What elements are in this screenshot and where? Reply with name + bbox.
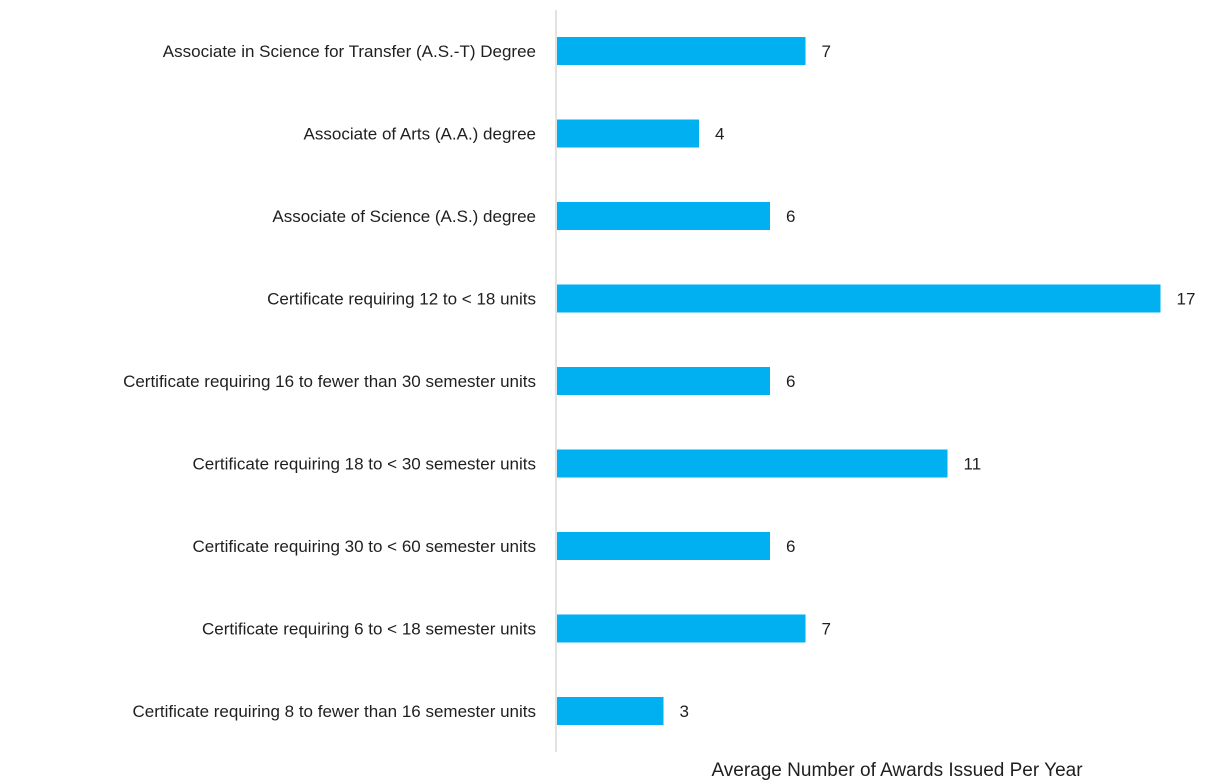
- bar: [557, 37, 806, 65]
- bar: [557, 697, 664, 725]
- data-label: 6: [786, 372, 795, 391]
- x-axis-title: Average Number of Awards Issued Per Year: [711, 760, 1083, 781]
- category-label: Certificate requiring 8 to fewer than 16…: [133, 702, 536, 721]
- category-label: Certificate requiring 6 to < 18 semester…: [202, 620, 536, 639]
- data-label: 7: [822, 620, 831, 639]
- value-labels-group: 7 4 6 17 6 11 6 7 3: [680, 42, 1196, 721]
- category-label: Certificate requiring 18 to < 30 semeste…: [193, 455, 536, 474]
- bar: [557, 614, 806, 643]
- category-label: Associate of Arts (A.A.) degree: [304, 125, 536, 144]
- data-label: 17: [1177, 290, 1196, 309]
- data-label: 7: [822, 42, 831, 61]
- category-label: Certificate requiring 30 to < 60 semeste…: [193, 537, 536, 556]
- category-label: Certificate requiring 12 to < 18 units: [267, 290, 536, 309]
- bars-group: [557, 37, 1161, 725]
- category-label: Associate of Science (A.S.) degree: [272, 207, 536, 226]
- data-label: 11: [964, 455, 982, 474]
- bar: [557, 367, 770, 395]
- data-label: 6: [786, 537, 795, 556]
- bar: [557, 202, 770, 230]
- bar: [557, 119, 699, 148]
- bar: [557, 284, 1161, 313]
- bar: [557, 532, 770, 560]
- data-label: 6: [786, 207, 795, 226]
- data-label: 4: [715, 125, 724, 144]
- category-label: Associate in Science for Transfer (A.S.-…: [163, 42, 536, 61]
- data-label: 3: [680, 702, 689, 721]
- category-label: Certificate requiring 16 to fewer than 3…: [123, 372, 536, 391]
- category-labels-group: Associate in Science for Transfer (A.S.-…: [123, 42, 536, 721]
- bar: [557, 449, 948, 478]
